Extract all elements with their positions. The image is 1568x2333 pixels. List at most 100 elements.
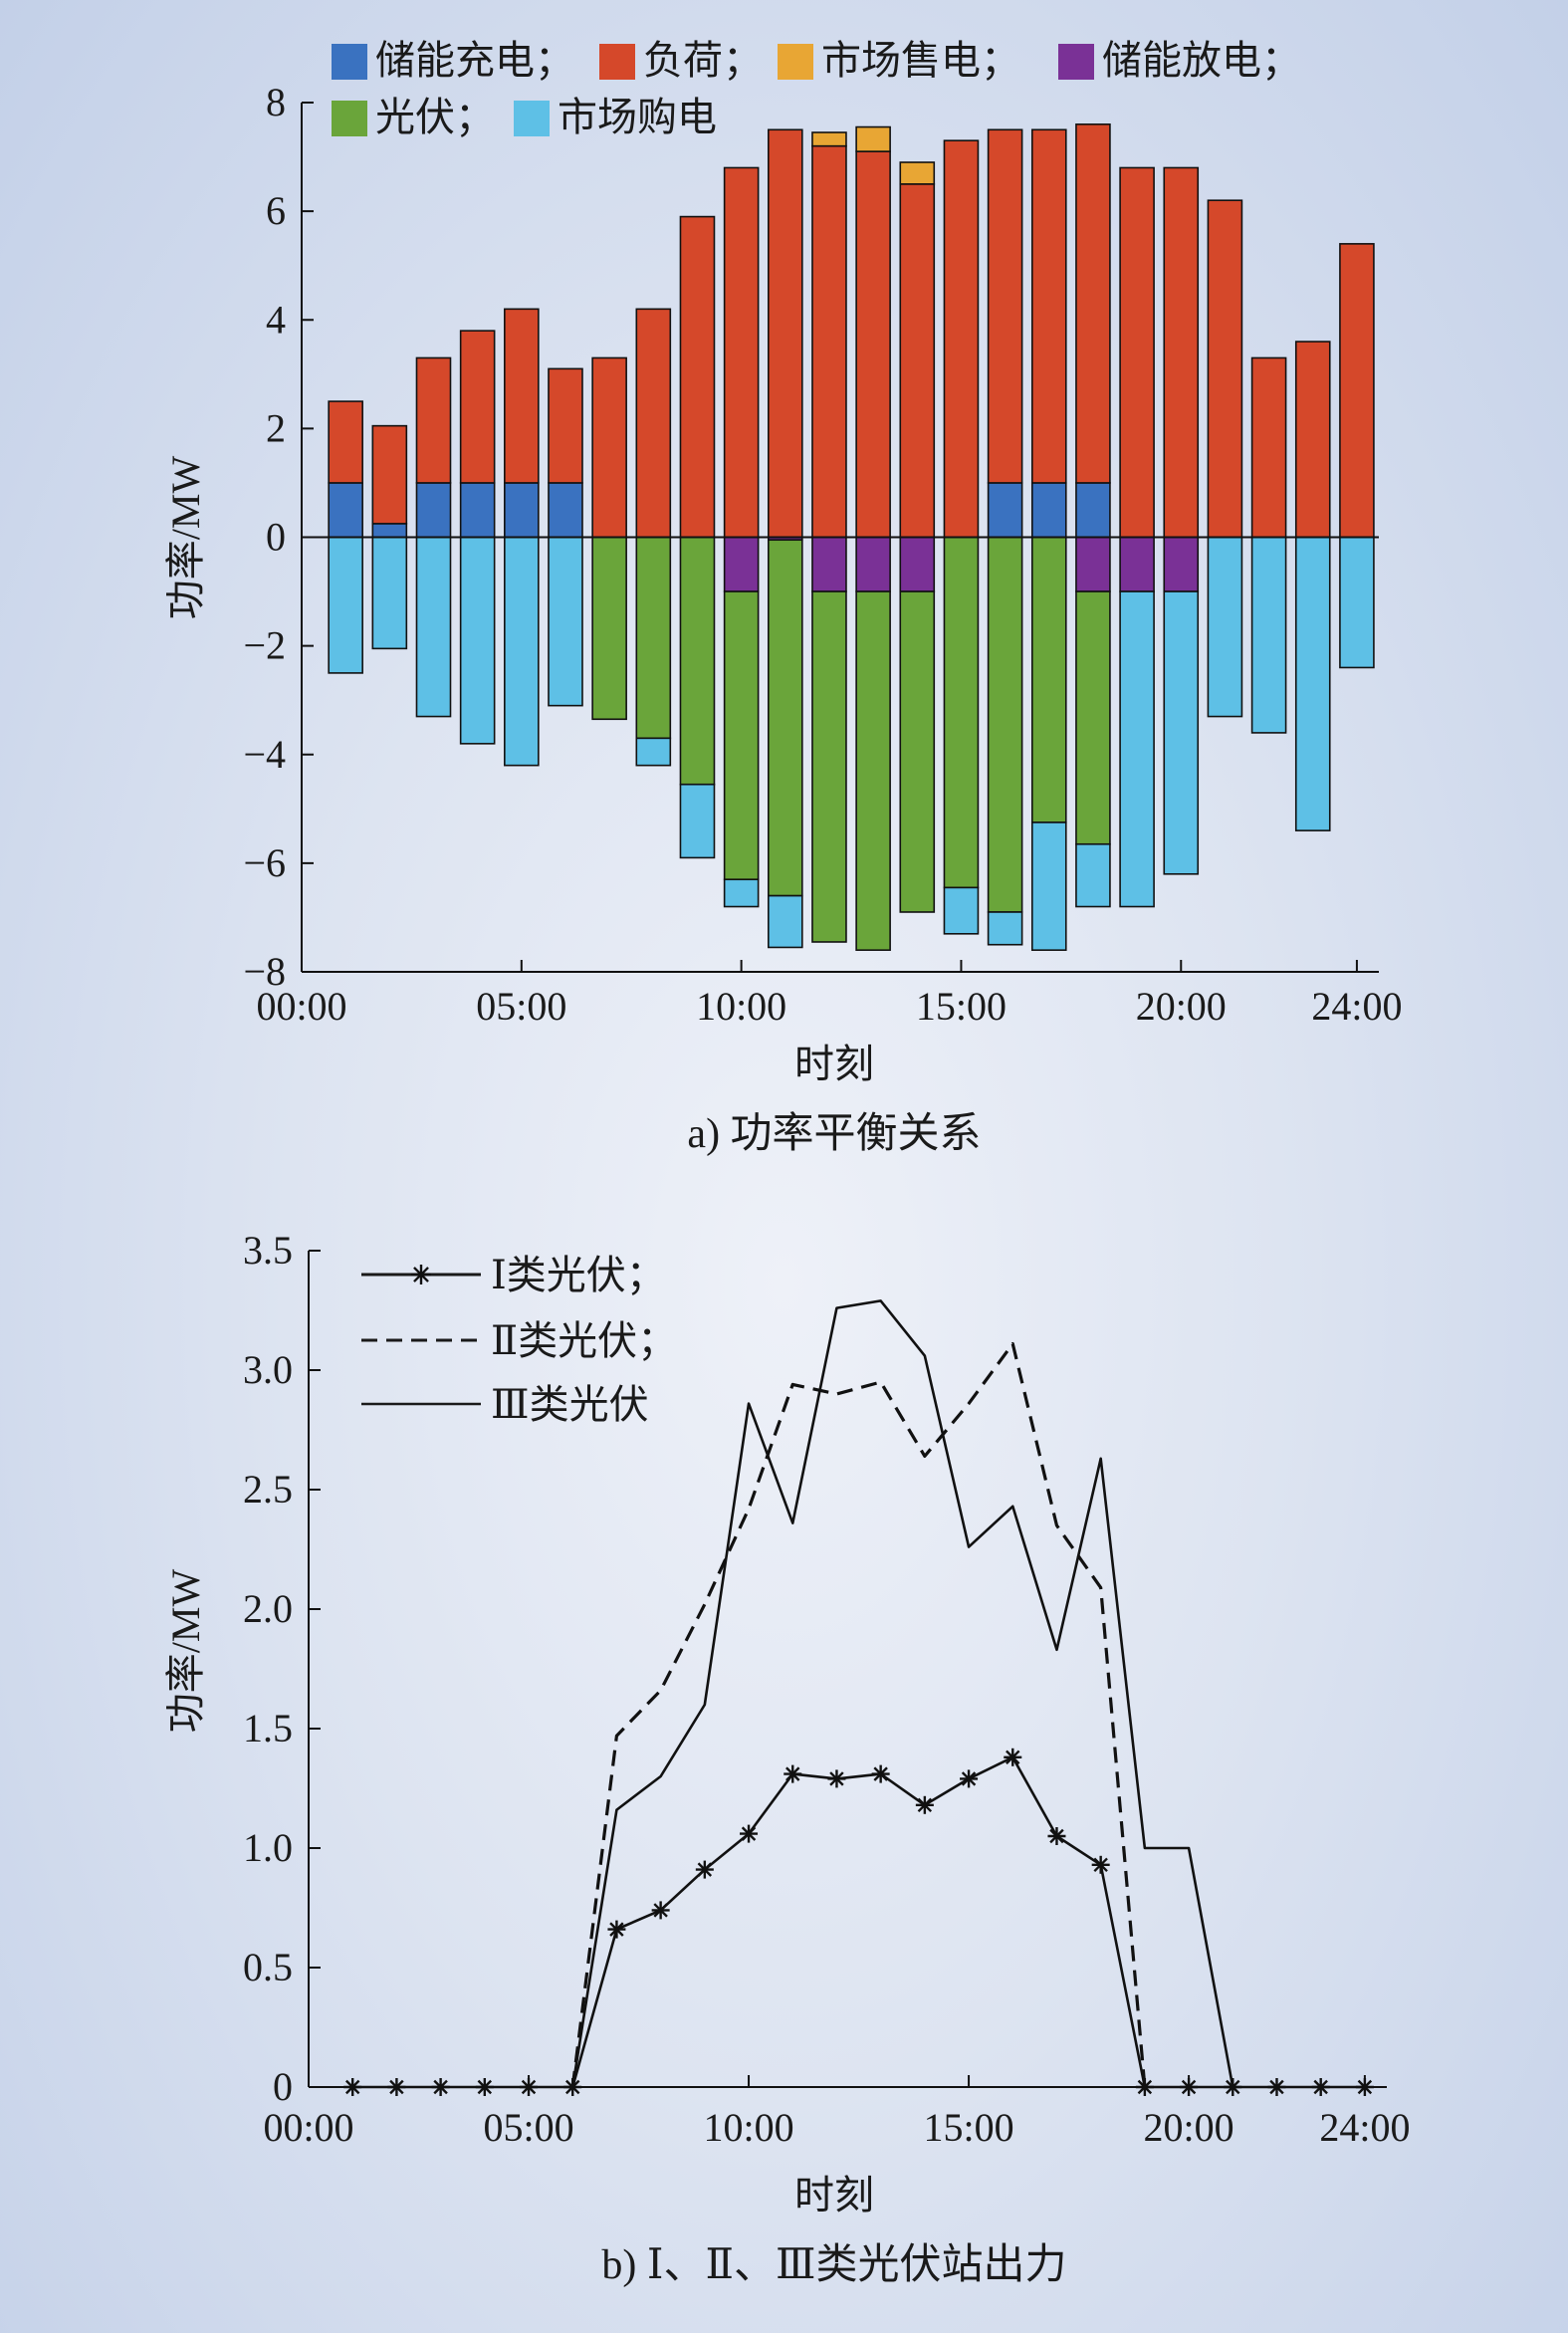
bar-load [987, 128, 1023, 484]
marker-stroke [917, 1797, 933, 1813]
bar-load [855, 150, 891, 539]
bar-buy [1075, 842, 1111, 908]
series-point-type1 [1355, 2078, 1374, 2096]
marker-stroke [1006, 1750, 1020, 1765]
marker-stroke [389, 2079, 404, 2095]
bar-charge [415, 482, 452, 539]
bar-buy [328, 536, 363, 674]
marker-stroke [741, 1826, 757, 1841]
y-tick-label: 3.0 [243, 1347, 293, 1392]
bar-load [1030, 128, 1067, 484]
bar-charge [548, 482, 583, 539]
legend-label-pv: 光伏； [375, 95, 495, 139]
bar-buy [723, 878, 760, 908]
legend-star [411, 1265, 431, 1284]
chart-b-axes: 0 0.5 1.0 1.5 2.0 2.5 3.0 3.5 00:00 05:00 10:00 15:… [243, 1228, 1410, 2150]
bar-discharge [1119, 536, 1155, 592]
bar-load [459, 330, 496, 484]
bar-buy [1250, 536, 1287, 734]
marker-stroke [829, 1771, 844, 1786]
legend-label-buy: 市场购电 [558, 95, 717, 139]
bar-buy [548, 536, 583, 707]
bar-load [415, 356, 452, 484]
x-tick-label: 15:00 [916, 984, 1007, 1029]
pv-output-chart: 0 0.5 1.0 1.5 2.0 2.5 3.0 3.5 00:00 05:00 10:00 15:… [163, 1228, 1410, 2288]
y-tick-label: −8 [243, 949, 286, 994]
bar-pv [855, 590, 891, 951]
bar-charge [1030, 482, 1067, 539]
bar-charge [459, 482, 496, 539]
series-point-type1 [1267, 2078, 1286, 2096]
x-tick-label: 05:00 [483, 2105, 573, 2150]
series-line-type1 [352, 1755, 1365, 2089]
marker-stroke [697, 1862, 713, 1877]
bar-pv [767, 539, 803, 897]
series-line-type2 [570, 1341, 1147, 2088]
marker-stroke [413, 1267, 429, 1283]
series-point-type1 [475, 2078, 494, 2096]
bar-discharge [1075, 536, 1111, 592]
y-tick-label: −4 [243, 732, 286, 777]
bar-load [1119, 166, 1155, 539]
y-tick-label: 2 [266, 405, 286, 450]
marker-stroke [521, 2079, 537, 2095]
legend-swatch-load [599, 44, 635, 80]
bar-discharge [855, 536, 891, 592]
bar-load [1207, 199, 1243, 539]
series-point-type1 [1180, 2078, 1199, 2096]
chart-a-legend: 储能充电； 负荷； 市场售电； 储能放电； 光伏； 市场购电 [332, 38, 1301, 139]
bar-buy [635, 737, 672, 767]
marker-stroke [961, 1771, 977, 1786]
marker-stroke [433, 2079, 448, 2095]
bar-pv [987, 536, 1023, 913]
x-tick-label: 10:00 [696, 984, 786, 1029]
power-balance-chart: 储能充电； 负荷； 市场售电； 储能放电； 光伏； 市场购电 −8 −6 −4 −2 0… [163, 38, 1402, 1157]
marker-stroke [653, 1903, 668, 1918]
bar-pv [1075, 590, 1111, 845]
bar-buy [1207, 536, 1243, 718]
bar-sell [855, 125, 891, 152]
series-point-type1 [784, 1764, 802, 1783]
bar-load [767, 128, 803, 539]
x-tick-label: 10:00 [703, 2105, 793, 2150]
y-tick-label: 0 [273, 2064, 293, 2109]
bar-sell [899, 161, 936, 185]
series-point-type1 [871, 1764, 890, 1783]
marker-stroke [344, 2079, 360, 2095]
bar-pv [811, 590, 847, 943]
legend-label-type1: Ⅰ类光伏； [491, 1253, 666, 1297]
legend-label-charge: 储能充电； [375, 38, 574, 83]
series-point-type1 [1091, 1855, 1110, 1874]
series-point-type1 [915, 1795, 934, 1814]
legend-label-type2: Ⅱ类光伏； [491, 1318, 677, 1363]
bar-pv [899, 590, 936, 913]
marker-stroke [1093, 1857, 1108, 1873]
series-point-type1 [1135, 2078, 1154, 2096]
bar-load [1075, 123, 1111, 484]
bar-pv [635, 536, 672, 740]
chart-b-caption: b) Ⅰ、Ⅱ、Ⅲ类光伏站出力 [601, 2242, 1066, 2288]
x-tick-label: 20:00 [1144, 2105, 1234, 2150]
bar-pv [723, 590, 760, 881]
bar-load [1339, 243, 1375, 539]
bar-load [504, 308, 540, 484]
bar-buy [1339, 536, 1375, 669]
bar-load [679, 215, 716, 539]
bar-load [943, 139, 980, 539]
y-tick-label: −2 [243, 623, 286, 668]
chart-a-caption: a) 功率平衡关系 [687, 1110, 981, 1157]
bar-load [899, 183, 936, 539]
bar-buy [459, 536, 496, 745]
legend-label-sell: 市场售电； [821, 38, 1020, 83]
bar-load [371, 424, 408, 525]
series-point-type1 [387, 2078, 406, 2096]
series-point-type1 [1311, 2078, 1330, 2096]
bar-buy [1294, 536, 1331, 831]
y-tick-label: 4 [266, 297, 286, 342]
x-tick-label: 00:00 [256, 984, 346, 1029]
bar-pv [591, 536, 627, 721]
bar-discharge [1163, 536, 1200, 592]
y-tick-label: 6 [266, 188, 286, 233]
series-point-type1 [740, 1824, 759, 1843]
